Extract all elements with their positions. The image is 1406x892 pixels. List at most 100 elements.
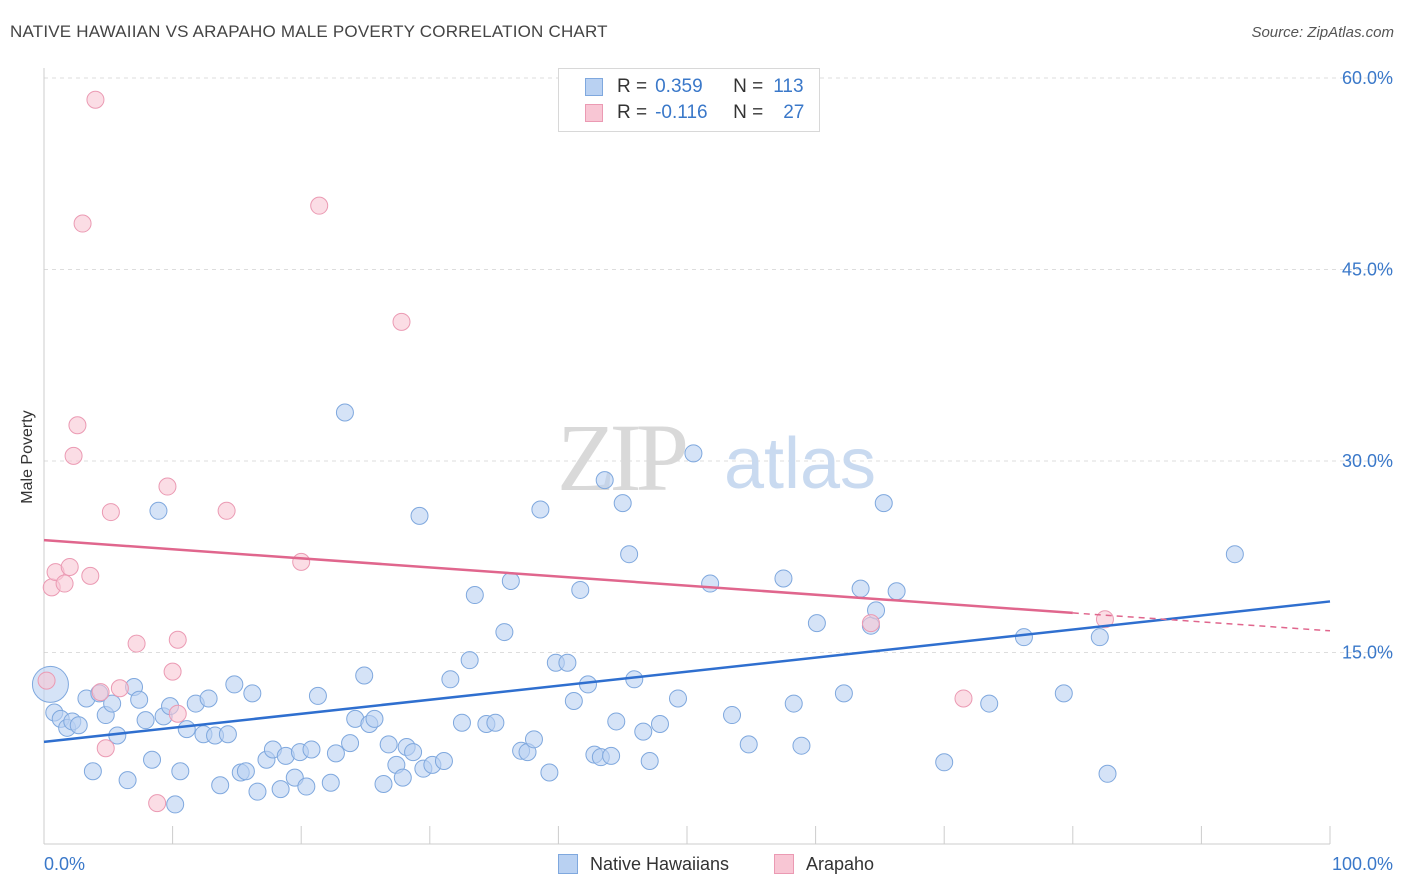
data-point-native-hawaiians [460, 651, 479, 670]
data-point-native-hawaiians [218, 725, 237, 744]
legend-n-value: 27 [783, 102, 805, 123]
data-point-native-hawaiians [486, 713, 505, 732]
data-point-native-hawaiians [607, 712, 626, 731]
data-point-native-hawaiians [211, 776, 230, 795]
data-point-native-hawaiians [374, 774, 393, 793]
data-point-native-hawaiians [434, 752, 453, 771]
data-point-arapaho [168, 704, 187, 723]
data-point-native-hawaiians [1054, 684, 1073, 703]
legend-row-arapaho: R = -0.116 N = 27 [585, 101, 804, 125]
data-point-native-hawaiians [335, 403, 354, 422]
data-point-native-hawaiians [784, 694, 803, 713]
y-tick-label: 60.0% [1342, 68, 1393, 88]
axes [43, 68, 1331, 845]
legend-r-label: R = [617, 76, 648, 97]
y-tick-label: 45.0% [1342, 260, 1393, 280]
trend-line-native-hawaiians [43, 600, 1331, 744]
data-point-arapaho [91, 683, 110, 702]
data-point-native-hawaiians [410, 506, 429, 525]
data-point-native-hawaiians [404, 743, 423, 762]
data-point-native-hawaiians [1098, 764, 1117, 783]
data-point-native-hawaiians [441, 670, 460, 689]
data-point-native-hawaiians [595, 471, 614, 490]
data-point-native-hawaiians [774, 569, 793, 588]
data-point-native-hawaiians [341, 734, 360, 753]
data-point-native-hawaiians [452, 713, 471, 732]
data-point-native-hawaiians [701, 574, 720, 593]
data-point-arapaho [861, 614, 880, 633]
data-point-arapaho [168, 630, 187, 649]
data-point-native-hawaiians [874, 494, 893, 513]
legend-swatch-pink [585, 104, 603, 122]
data-point-native-hawaiians [326, 744, 345, 763]
data-point-native-hawaiians [199, 689, 218, 708]
data-point-arapaho [110, 679, 129, 698]
data-point-native-hawaiians [177, 720, 196, 739]
data-point-native-hawaiians [243, 684, 262, 703]
legend-r-value: 0.359 [655, 76, 703, 97]
data-point-native-hawaiians [558, 653, 577, 672]
data-point-native-hawaiians [564, 692, 583, 711]
legend-n-value: 113 [773, 76, 804, 97]
data-point-native-hawaiians [149, 501, 168, 520]
data-point-arapaho [64, 446, 83, 465]
data-point-arapaho [163, 662, 182, 681]
data-point-native-hawaiians [807, 614, 826, 633]
watermark-zip: ZIP [557, 404, 686, 511]
data-point-native-hawaiians [171, 762, 190, 781]
data-point-native-hawaiians [495, 623, 514, 642]
data-point-arapaho [60, 557, 79, 576]
data-point-native-hawaiians [143, 750, 162, 769]
data-point-arapaho [292, 552, 311, 571]
x-tick-label-max: 100.0% [1332, 854, 1393, 874]
trend-line-arapaho [43, 538, 1073, 615]
data-point-native-hawaiians [578, 675, 597, 694]
data-point-arapaho [73, 214, 92, 233]
trend-line-arapaho-extension [1072, 612, 1331, 632]
data-point-native-hawaiians [136, 711, 155, 730]
data-point-native-hawaiians [650, 714, 669, 733]
data-point-native-hawaiians [540, 763, 559, 782]
data-point-native-hawaiians [248, 782, 267, 801]
data-point-native-hawaiians [308, 686, 327, 705]
bottom-legend-swatch-blue [558, 854, 578, 874]
data-point-native-hawaiians [379, 735, 398, 754]
bottom-legend-label: Native Hawaiians [590, 853, 730, 874]
data-point-native-hawaiians [501, 572, 520, 591]
data-point-arapaho [37, 671, 56, 690]
data-point-native-hawaiians [602, 746, 621, 765]
legend-r-value: -0.116 [655, 102, 708, 123]
data-point-native-hawaiians [640, 752, 659, 771]
data-point-native-hawaiians [166, 795, 185, 814]
data-point-native-hawaiians [531, 500, 550, 519]
legend-n-label: N = [733, 76, 764, 97]
data-point-native-hawaiians [613, 494, 632, 513]
data-point-arapaho [96, 739, 115, 758]
data-point-native-hawaiians [297, 777, 316, 796]
data-point-native-hawaiians [302, 740, 321, 759]
data-point-native-hawaiians [620, 545, 639, 564]
series-native-hawaiians [31, 403, 1244, 814]
data-point-native-hawaiians [321, 773, 340, 792]
data-point-arapaho [392, 312, 411, 331]
watermark: ZIP atlas [557, 404, 876, 511]
trend-lines [43, 538, 1331, 744]
data-point-arapaho [954, 689, 973, 708]
data-point-native-hawaiians [887, 582, 906, 601]
data-point-native-hawaiians [130, 690, 149, 709]
data-point-native-hawaiians [69, 716, 88, 735]
data-point-arapaho [310, 196, 329, 215]
data-point-native-hawaiians [723, 706, 742, 725]
legend-r-label: R = [617, 102, 648, 123]
legend-swatch-blue [585, 78, 603, 96]
data-point-native-hawaiians [103, 694, 122, 713]
data-point-arapaho [158, 477, 177, 496]
bottom-legend-swatch-pink [774, 854, 794, 874]
data-point-native-hawaiians [634, 722, 653, 741]
data-point-native-hawaiians [393, 768, 412, 787]
data-point-native-hawaiians [225, 675, 244, 694]
data-point-native-hawaiians [739, 735, 758, 754]
data-point-native-hawaiians [236, 762, 255, 781]
data-point-arapaho [217, 501, 236, 520]
